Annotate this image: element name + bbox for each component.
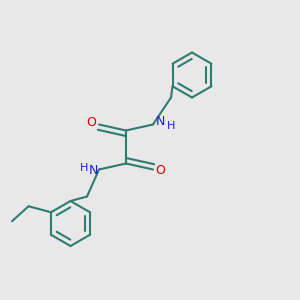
Text: N: N — [89, 164, 98, 178]
Text: O: O — [87, 116, 96, 130]
Text: H: H — [167, 121, 175, 131]
Text: O: O — [156, 164, 165, 178]
Text: N: N — [156, 115, 165, 128]
Text: H: H — [80, 163, 88, 173]
